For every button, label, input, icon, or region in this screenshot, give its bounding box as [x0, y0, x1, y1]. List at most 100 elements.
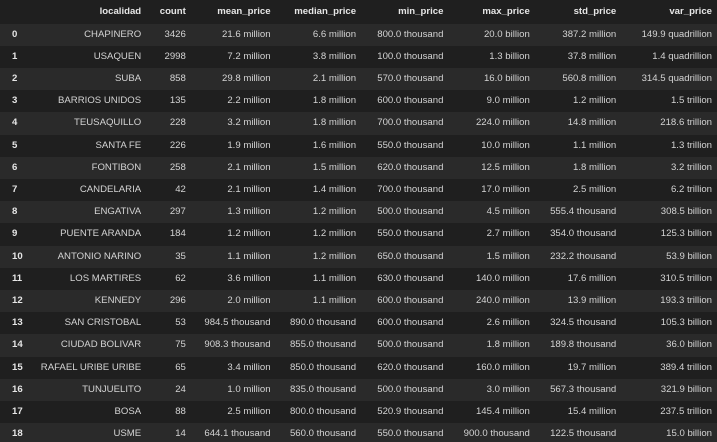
table-cell-mean_price: 1.0 million: [227, 383, 271, 395]
table-cell-mean_price: 2.1 million: [227, 183, 271, 195]
table-cell-localidad: CANDELARIA: [79, 183, 142, 195]
header-row: localidad count mean_price median_price min_…: [0, 0, 717, 24]
table-cell-max_price: 1.5 million: [486, 250, 530, 262]
table-cell-min_price: 500.0 thousand: [377, 383, 444, 395]
table-cell-std_price: 387.2 million: [562, 28, 617, 40]
table-cell-mean_price: 2.5 million: [227, 405, 271, 417]
row-index: 18: [12, 428, 23, 440]
table-cell-max_price: 2.7 million: [486, 228, 530, 240]
table-cell-std_price: 1.1 million: [573, 139, 617, 151]
row-index: 5: [12, 139, 18, 151]
table-cell-count: 297: [169, 206, 186, 218]
table-cell-max_price: 16.0 billion: [483, 72, 530, 84]
table-cell-min_price: 500.0 thousand: [377, 339, 444, 351]
table-cell-median_price: 855.0 thousand: [289, 339, 357, 351]
table-cell-mean_price: 2.2 million: [227, 95, 271, 107]
table-cell-median_price: 890.0 thousand: [289, 317, 357, 329]
table-cell-mean_price: 3.4 million: [227, 361, 271, 373]
table-cell-localidad: TEUSAQUILLO: [73, 117, 142, 129]
row-index: 10: [12, 250, 23, 262]
table-cell-count: 258: [169, 161, 186, 173]
table-row: 2 SUBA 858 29.8 million 2.1 million 570.0 tho…: [0, 67, 717, 91]
table-cell-localidad: BOSA: [114, 405, 142, 417]
table-cell-std_price: 14.8 million: [567, 117, 617, 129]
table-cell-count: 2998: [164, 50, 186, 62]
table-cell-min_price: 800.0 thousand: [377, 28, 444, 40]
table-cell-median_price: 1.5 million: [312, 161, 357, 173]
table-row: 11 LOS MARTIRES 62 3.6 million 1.1 million 63…: [0, 267, 717, 290]
table-cell-max_price: 3.0 million: [486, 383, 530, 395]
table-cell-var_price: 1.3 trillion: [670, 139, 712, 151]
table-cell-mean_price: 29.8 million: [222, 72, 271, 84]
table-cell-count: 88: [175, 405, 186, 417]
row-index: 12: [12, 294, 23, 306]
row-index: 6: [12, 161, 18, 173]
table-cell-std_price: 567.3 thousand: [550, 383, 617, 395]
row-index: 2: [12, 72, 18, 84]
row-index: 14: [12, 339, 23, 351]
table-row: 4 TEUSAQUILLO 228 3.2 million 1.8 million 700…: [0, 112, 717, 135]
table-cell-median_price: 1.2 million: [312, 250, 357, 262]
table-row: 7 CANDELARIA 42 2.1 million 1.4 million 700.0…: [0, 178, 717, 202]
row-index: 8: [12, 206, 18, 218]
table-cell-localidad: CIUDAD BOLIVAR: [60, 339, 142, 351]
table-cell-max_price: 1.8 million: [486, 339, 530, 351]
table-row: 6 FONTIBON 258 2.1 million 1.5 million 620.0 …: [0, 156, 717, 179]
table-cell-localidad: TUNJUELITO: [82, 383, 142, 395]
table-cell-max_price: 9.0 million: [486, 95, 530, 107]
row-index: 16: [12, 383, 23, 395]
table-cell-var_price: 389.4 trillion: [660, 361, 712, 373]
table-cell-var_price: 36.0 billion: [666, 339, 712, 351]
table-cell-localidad: USME: [113, 428, 142, 440]
table-cell-median_price: 6.6 million: [312, 28, 357, 40]
table-cell-mean_price: 908.3 thousand: [204, 339, 271, 351]
table-cell-var_price: 314.5 quadrillion: [641, 72, 712, 84]
table-cell-count: 3426: [164, 28, 186, 40]
table-cell-max_price: 2.6 million: [486, 317, 530, 329]
table-cell-min_price: 520.9 thousand: [377, 405, 444, 417]
table-cell-min_price: 600.0 thousand: [377, 317, 444, 329]
table-cell-median_price: 1.2 million: [312, 228, 357, 240]
table-row: 12 KENNEDY 296 2.0 million 1.1 million 600.0 …: [0, 289, 717, 313]
row-index: 1: [12, 50, 18, 62]
column-header-min_price: min_price: [398, 6, 444, 17]
table-cell-median_price: 3.8 million: [312, 50, 357, 62]
table-cell-min_price: 600.0 thousand: [377, 95, 444, 107]
table-cell-mean_price: 1.3 million: [227, 206, 271, 218]
table-cell-min_price: 620.0 thousand: [377, 361, 444, 373]
table-cell-std_price: 324.5 thousand: [550, 317, 617, 329]
table-cell-mean_price: 1.1 million: [227, 250, 271, 262]
column-header-localidad: localidad: [99, 6, 142, 17]
column-header-mean_price: mean_price: [217, 6, 271, 17]
table-cell-count: 75: [175, 339, 186, 351]
table-cell-mean_price: 3.2 million: [227, 117, 271, 129]
table-cell-mean_price: 3.6 million: [227, 272, 271, 284]
row-index: 15: [12, 361, 23, 373]
table-cell-var_price: 6.2 trillion: [670, 183, 712, 195]
table-cell-median_price: 1.1 million: [312, 272, 357, 284]
table-cell-var_price: 53.9 billion: [666, 250, 712, 262]
table-cell-min_price: 550.0 thousand: [377, 139, 444, 151]
table-row: 8 ENGATIVA 297 1.3 million 1.2 million 500.0 …: [0, 201, 717, 224]
table-cell-count: 858: [169, 72, 186, 84]
table-cell-std_price: 354.0 thousand: [550, 228, 617, 240]
table-cell-std_price: 1.2 million: [573, 95, 617, 107]
table-cell-min_price: 700.0 thousand: [377, 183, 444, 195]
table-cell-localidad: SANTA FE: [95, 139, 142, 151]
table-cell-max_price: 145.4 million: [475, 405, 530, 417]
row-index: 3: [12, 95, 18, 107]
table-cell-median_price: 850.0 thousand: [289, 361, 357, 373]
table-cell-localidad: BARRIOS UNIDOS: [58, 95, 142, 107]
table-cell-var_price: 105.3 billion: [660, 317, 712, 329]
table-cell-count: 14: [175, 428, 186, 440]
table-cell-count: 35: [175, 250, 186, 262]
table-cell-count: 226: [169, 139, 186, 151]
table-cell-std_price: 560.8 million: [562, 72, 617, 84]
table-cell-var_price: 3.2 trillion: [670, 161, 712, 173]
table-cell-var_price: 193.3 trillion: [660, 294, 712, 306]
column-header-std_price: std_price: [573, 6, 617, 17]
table-cell-std_price: 1.8 million: [573, 161, 617, 173]
table-cell-var_price: 218.6 trillion: [660, 117, 712, 129]
table-cell-localidad: KENNEDY: [94, 294, 142, 306]
